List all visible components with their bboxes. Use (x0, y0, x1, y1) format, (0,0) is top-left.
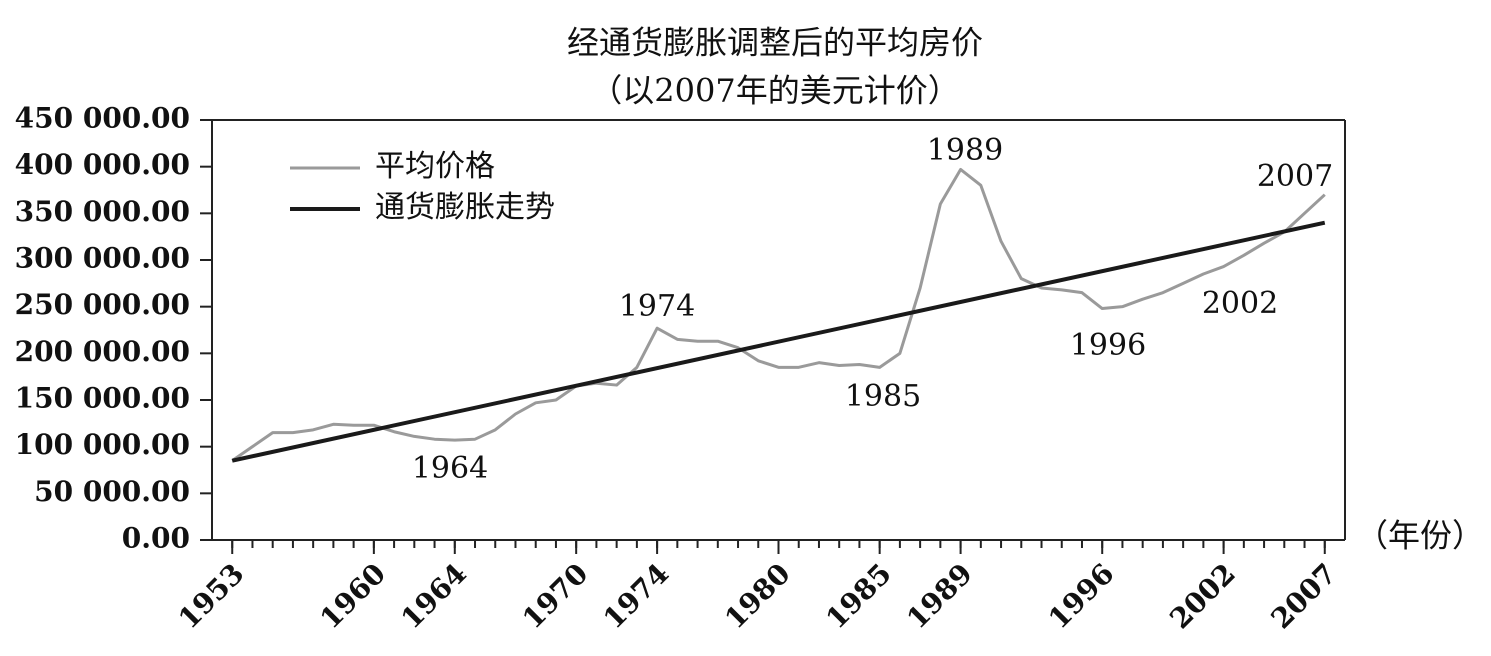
annotation: 2007 (1257, 159, 1333, 194)
x-tick-label: 1985 (819, 557, 897, 635)
x-tick-label: 1974 (597, 557, 675, 635)
line-series (231, 167, 1326, 462)
x-tick-label: 2007 (1265, 557, 1343, 635)
chart-subtitle: （以2007年的美元计价） (590, 72, 959, 110)
x-tick-label: 1980 (718, 557, 796, 635)
y-tick-label: 300 000.00 (15, 242, 190, 275)
x-tick-label: 1970 (516, 557, 594, 635)
x-tick-label: 1953 (172, 557, 250, 635)
y-tick-label: 400 000.00 (15, 148, 190, 181)
x-axis-label: （年份） (1356, 517, 1484, 555)
annotation: 1996 (1070, 328, 1146, 363)
y-tick-label: 50 000.00 (34, 475, 190, 508)
y-tick-label: 250 000.00 (15, 288, 190, 321)
y-tick-label: 350 000.00 (15, 195, 190, 228)
y-tick-label: 200 000.00 (15, 335, 190, 368)
legend-label: 平均价格 (375, 149, 495, 184)
annotation: 1989 (927, 133, 1003, 168)
y-tick-label: 100 000.00 (15, 428, 190, 461)
annotation: 1974 (619, 289, 695, 324)
y-tick-label: 150 000.00 (15, 382, 190, 415)
x-tick-label: 1996 (1042, 557, 1120, 635)
annotation: 2002 (1202, 286, 1278, 321)
x-tick-label: 1989 (900, 557, 978, 635)
line-series (231, 220, 1326, 463)
x-tick-label: 1964 (395, 557, 473, 635)
chart-title: 经通货膨胀调整后的平均房价 (567, 24, 983, 62)
x-tick-label: 1960 (314, 557, 392, 635)
annotation: 1985 (845, 379, 921, 414)
legend-label: 通货膨胀走势 (375, 190, 555, 225)
x-tick-label: 2002 (1163, 557, 1241, 635)
y-tick-label: 0.00 (122, 522, 190, 555)
annotation: 1964 (412, 451, 488, 486)
y-tick-label: 450 000.00 (15, 102, 190, 135)
